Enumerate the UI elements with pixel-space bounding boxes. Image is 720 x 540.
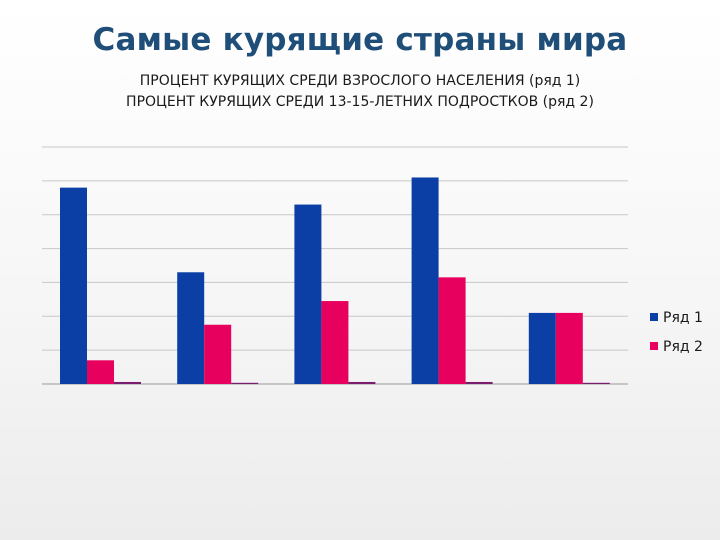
bar-series-2-cat-2 <box>204 324 232 384</box>
bar-series-3-cat-4 <box>465 381 493 384</box>
bar-series-3-cat-5 <box>582 382 610 384</box>
bar-series-1-cat-3 <box>294 204 322 384</box>
bar-series-1-cat-4 <box>411 177 439 384</box>
slide-title: Самые курящие страны мира <box>92 22 628 58</box>
legend-swatch-series-2 <box>650 342 658 350</box>
bar-series-2-cat-1 <box>87 360 114 384</box>
bar-series-3-cat-2 <box>231 382 259 384</box>
subtitle-series-2: ПРОЦЕНТ КУРЯЩИХ СРЕДИ 13-15-ЛЕТНИХ ПОДРО… <box>126 94 594 110</box>
bar-series-3-cat-1 <box>114 381 141 384</box>
bar-series-1-cat-5 <box>528 312 556 384</box>
subtitle-series-1: ПРОЦЕНТ КУРЯЩИХ СРЕДИ ВЗРОСЛОГО НАСЕЛЕНИ… <box>139 73 581 89</box>
legend-label-series-1: Ряд 1 <box>663 310 703 326</box>
bar-series-2-cat-4 <box>438 277 466 384</box>
legend-label-series-2: Ряд 2 <box>663 339 703 355</box>
bar-series-1-cat-2 <box>177 272 205 384</box>
bar-series-2-cat-3 <box>321 301 349 384</box>
legend-swatch-series-1 <box>650 313 658 321</box>
bar-series-1-cat-1 <box>60 187 87 384</box>
bar-series-3-cat-3 <box>348 381 376 384</box>
bar-series-2-cat-5 <box>555 312 583 384</box>
